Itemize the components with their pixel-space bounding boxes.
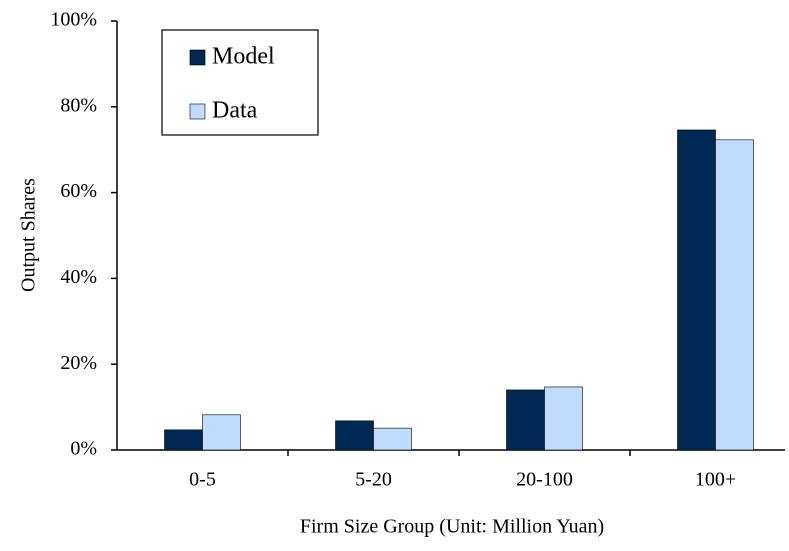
y-tick-label: 20% — [60, 352, 97, 374]
y-tick-label: 60% — [60, 180, 97, 202]
y-tick-label: 0% — [70, 438, 97, 460]
bar — [202, 414, 241, 451]
bar — [373, 427, 412, 451]
y-tick-label: 40% — [60, 266, 97, 288]
x-tick-label: 100+ — [695, 469, 736, 491]
bar — [506, 389, 545, 451]
legend-swatch — [189, 49, 206, 66]
bar — [677, 129, 716, 451]
x-tick-label: 0-5 — [189, 469, 216, 491]
legend-swatch — [189, 103, 206, 120]
x-axis-title: Firm Size Group (Unit: Million Yuan) — [300, 516, 604, 538]
legend-label: Model — [212, 44, 275, 70]
bar — [715, 139, 754, 451]
bar — [164, 429, 203, 451]
legend-box — [161, 29, 319, 136]
y-tick-label: 80% — [60, 94, 97, 116]
x-tick-label: 5-20 — [355, 469, 392, 491]
bar — [335, 420, 374, 451]
legend-label: Data — [212, 98, 258, 124]
x-tick-label: 20-100 — [516, 469, 573, 491]
y-axis-title: Output Shares — [18, 178, 40, 292]
y-tick-label: 100% — [50, 9, 97, 31]
bar — [544, 386, 583, 451]
